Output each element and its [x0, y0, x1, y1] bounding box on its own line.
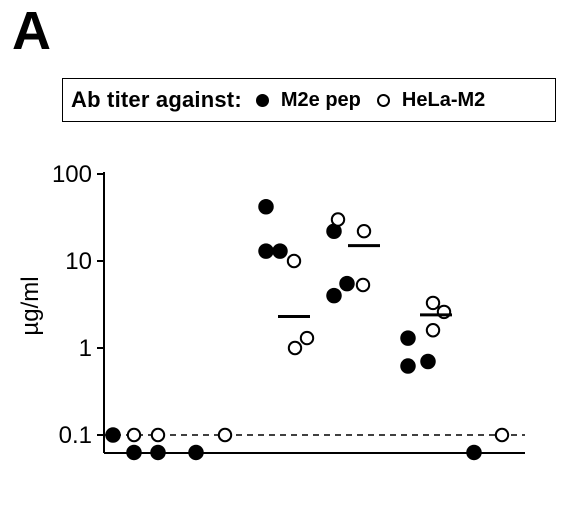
- filled-point: [400, 330, 416, 346]
- axes: 0.1 1 10 100: [52, 161, 525, 455]
- open-point: [150, 427, 166, 443]
- open-point: [287, 340, 303, 356]
- y-tick-label: 10: [65, 248, 92, 275]
- open-point: [494, 427, 510, 443]
- filled-circle-icon: [255, 93, 269, 107]
- open-circle-icon: [376, 93, 390, 107]
- filled-point: [326, 287, 342, 304]
- panel-label: A: [12, 1, 51, 61]
- filled-point: [420, 353, 436, 370]
- data-points: [105, 199, 510, 461]
- legend-entry-m2e-pep: M2e pep: [255, 88, 361, 112]
- open-point: [355, 277, 371, 293]
- filled-point: [466, 444, 482, 461]
- open-point: [425, 323, 441, 338]
- y-axis-label: µg/ml: [17, 276, 44, 335]
- legend: Ab titer against: M2e pep HeLa-M2: [62, 78, 556, 122]
- filled-point: [126, 444, 142, 461]
- y-tick-label: 100: [52, 161, 92, 188]
- filled-point: [400, 358, 416, 374]
- open-point: [425, 295, 441, 311]
- y-tick-label: 0.1: [59, 422, 92, 449]
- filled-point: [272, 243, 288, 259]
- open-point: [286, 253, 302, 269]
- legend-label-m2e-pep: M2e pep: [280, 88, 361, 111]
- filled-point: [258, 199, 274, 215]
- open-point: [356, 224, 372, 239]
- filled-point: [258, 243, 274, 259]
- filled-point: [150, 444, 166, 461]
- legend-entry-hela-m2: HeLa-M2: [376, 88, 486, 112]
- filled-point: [339, 275, 355, 292]
- legend-label-hela-m2: HeLa-M2: [401, 88, 486, 111]
- filled-point: [188, 444, 204, 461]
- open-point: [217, 427, 233, 443]
- y-tick-label: 1: [79, 335, 92, 362]
- open-point: [299, 330, 315, 346]
- legend-title: Ab titer against:: [71, 87, 242, 112]
- open-point: [330, 212, 346, 227]
- open-point: [126, 427, 142, 443]
- filled-point: [105, 427, 121, 443]
